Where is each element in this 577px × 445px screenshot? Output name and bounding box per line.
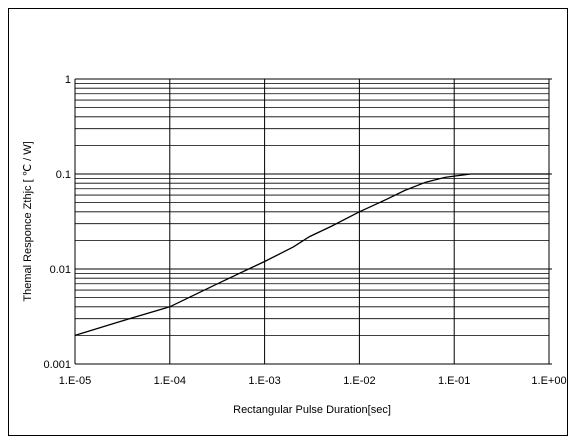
x-tick-label: 1.E-01 xyxy=(438,375,470,387)
x-tick-label: 1.E-03 xyxy=(248,375,280,387)
x-tick-labels: 1.E-05 1.E-04 1.E-03 1.E-02 1.E-01 1.E+00 xyxy=(59,375,567,387)
y-tick-label: 0.1 xyxy=(56,169,71,181)
y-tick-label: 0.001 xyxy=(43,359,71,371)
x-tick-label: 1.E-04 xyxy=(154,375,186,387)
series-layer xyxy=(74,173,549,337)
thermal-response-line xyxy=(74,173,549,337)
y-axis-label: Themal Responce Zthjc [ ℃ / W] xyxy=(22,141,34,301)
x-axis-label: Rectangular Pulse Duration[sec] xyxy=(233,404,391,416)
y-tick-labels: 0.001 0.01 0.1 1 xyxy=(43,74,71,371)
grid xyxy=(74,78,552,365)
y-tick-label: 1 xyxy=(65,74,71,86)
y-tick-label: 0.01 xyxy=(50,264,71,276)
chart-frame xyxy=(8,8,568,436)
x-tick-label: 1.E-02 xyxy=(343,375,375,387)
x-tick-label: 1.E+00 xyxy=(531,375,566,387)
x-tick-label: 1.E-05 xyxy=(59,375,91,387)
